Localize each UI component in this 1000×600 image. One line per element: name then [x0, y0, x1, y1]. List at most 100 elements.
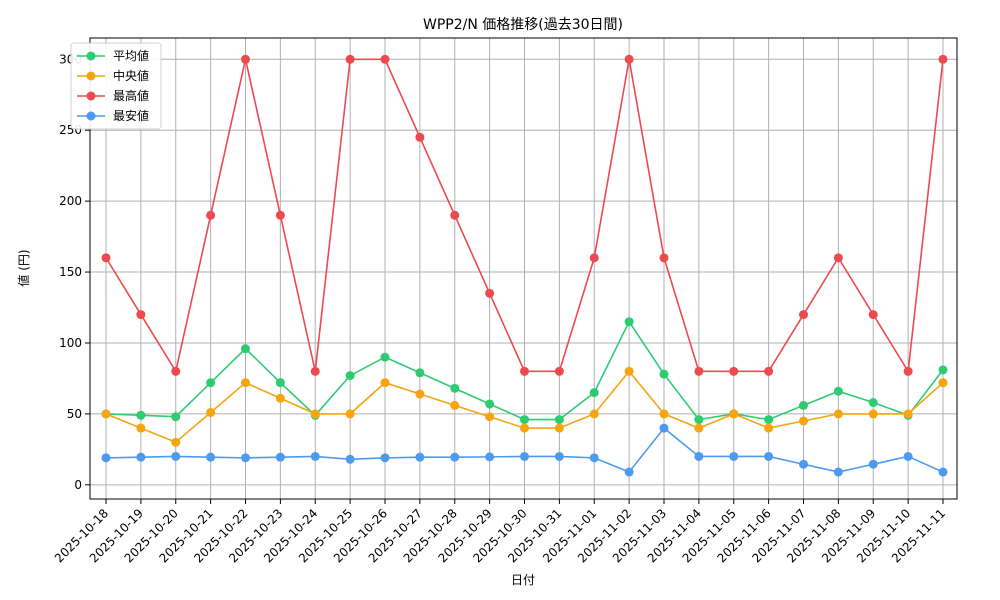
data-point [310, 451, 320, 461]
data-point [659, 423, 669, 433]
data-point [868, 310, 878, 320]
data-point [799, 459, 808, 469]
data-point [554, 451, 564, 461]
data-point [659, 409, 669, 419]
data-point [380, 378, 390, 388]
data-point [380, 453, 390, 463]
data-point [729, 366, 739, 376]
data-point [485, 399, 495, 409]
data-point [310, 409, 320, 419]
data-point [241, 344, 250, 354]
data-point [310, 366, 320, 376]
data-point [694, 415, 704, 425]
data-point [345, 54, 355, 64]
data-point [101, 453, 111, 463]
chart-title: WPP2/N 価格推移(過去30日間) [423, 17, 623, 33]
data-point [554, 366, 564, 376]
data-point [171, 366, 181, 376]
x-axis: 2025-10-182025-10-192025-10-202025-10-21… [52, 499, 948, 565]
data-point [450, 210, 460, 220]
series-2 [101, 54, 948, 376]
data-point [764, 451, 774, 461]
data-point [450, 383, 460, 393]
data-point [450, 400, 460, 410]
data-point [450, 452, 460, 462]
legend-label: 最安値 [113, 108, 149, 123]
data-point [171, 451, 181, 461]
data-point [729, 409, 739, 419]
data-point [101, 409, 111, 419]
y-tick-label: 50 [67, 407, 82, 421]
data-point [624, 317, 634, 327]
y-tick-label: 200 [59, 194, 82, 208]
data-point [275, 378, 285, 388]
legend-label: 平均値 [113, 48, 149, 63]
data-point [868, 459, 878, 469]
data-point [520, 366, 529, 376]
data-point [659, 253, 669, 263]
series-0 [101, 317, 948, 425]
data-point [938, 378, 948, 388]
legend-label: 最高値 [113, 88, 149, 103]
data-point [729, 451, 739, 461]
data-point [520, 451, 529, 461]
data-point [206, 378, 216, 388]
series-layer [101, 54, 948, 477]
data-point [799, 400, 808, 410]
data-point [589, 409, 599, 419]
data-point [241, 54, 250, 64]
series-3 [101, 423, 948, 477]
legend-item: 最高値 [77, 88, 149, 103]
legend-marker [86, 51, 96, 61]
data-point [345, 409, 355, 419]
data-point [485, 452, 495, 462]
data-point [868, 398, 878, 408]
data-point [275, 452, 285, 462]
data-point [206, 452, 216, 462]
data-point [764, 423, 774, 433]
data-point [554, 423, 564, 433]
data-point [938, 467, 948, 477]
data-point [554, 415, 564, 425]
data-point [415, 132, 425, 142]
data-point [415, 389, 425, 399]
data-point [903, 451, 913, 461]
data-point [624, 54, 634, 64]
plot-frame [89, 37, 958, 500]
grid [90, 38, 957, 499]
data-point [136, 310, 146, 320]
data-point [589, 253, 599, 263]
data-point [833, 409, 843, 419]
data-point [624, 366, 634, 376]
data-point [241, 378, 250, 388]
data-point [380, 352, 390, 362]
data-point [938, 54, 948, 64]
data-point [799, 310, 808, 320]
data-point [345, 371, 355, 381]
data-point [171, 412, 181, 422]
data-point [275, 210, 285, 220]
legend-item: 平均値 [77, 48, 149, 63]
legend-item: 中央値 [77, 68, 149, 83]
series-1 [101, 366, 948, 447]
legend-item: 最安値 [77, 108, 149, 123]
data-point [136, 410, 146, 420]
data-point [694, 366, 704, 376]
data-point [415, 368, 425, 378]
data-point [380, 54, 390, 64]
data-point [833, 386, 843, 396]
data-point [694, 423, 704, 433]
data-point [938, 365, 948, 375]
legend-label: 中央値 [113, 68, 149, 83]
legend-marker [86, 111, 96, 121]
data-point [485, 288, 495, 298]
data-point [903, 409, 913, 419]
data-point [206, 210, 216, 220]
data-point [136, 423, 146, 433]
data-point [589, 453, 599, 463]
legend-box [70, 42, 162, 130]
data-point [659, 369, 669, 379]
legend-marker [86, 71, 96, 81]
data-point [520, 415, 529, 425]
